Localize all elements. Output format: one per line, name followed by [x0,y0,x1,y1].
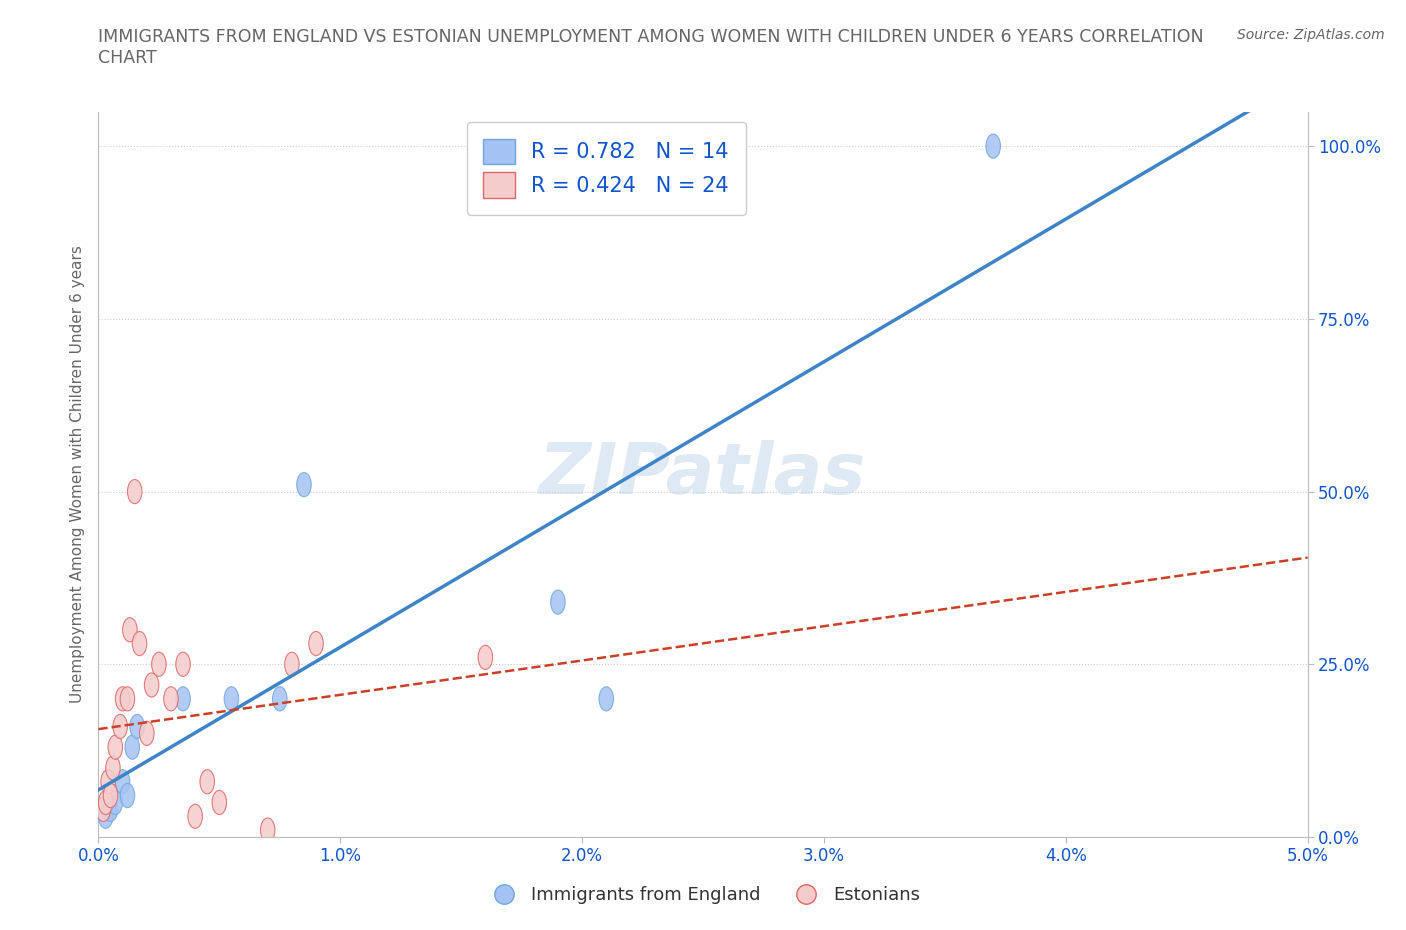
Ellipse shape [176,686,190,711]
Ellipse shape [103,783,118,807]
Ellipse shape [986,134,1001,158]
Ellipse shape [129,714,145,738]
Ellipse shape [115,686,129,711]
Ellipse shape [200,770,215,794]
Text: ZIPatlas: ZIPatlas [540,440,866,509]
Y-axis label: Unemployment Among Women with Children Under 6 years: Unemployment Among Women with Children U… [69,246,84,703]
Ellipse shape [551,590,565,614]
Text: Source: ZipAtlas.com: Source: ZipAtlas.com [1237,28,1385,42]
Ellipse shape [101,770,115,794]
Ellipse shape [152,652,166,676]
Legend: R = 0.782   N = 14, R = 0.424   N = 24: R = 0.782 N = 14, R = 0.424 N = 24 [467,122,745,215]
Ellipse shape [139,722,155,746]
Ellipse shape [128,480,142,504]
Ellipse shape [212,790,226,815]
Ellipse shape [599,686,613,711]
Ellipse shape [224,686,239,711]
Ellipse shape [145,673,159,698]
Ellipse shape [112,714,128,738]
Ellipse shape [120,783,135,807]
Ellipse shape [120,686,135,711]
Ellipse shape [103,797,118,821]
Ellipse shape [478,645,492,670]
Ellipse shape [125,735,139,759]
Ellipse shape [260,818,276,843]
Ellipse shape [98,790,112,815]
Ellipse shape [105,756,120,780]
Ellipse shape [309,631,323,656]
Ellipse shape [98,804,112,829]
Legend: Immigrants from England, Estonians: Immigrants from England, Estonians [479,879,927,911]
Ellipse shape [96,797,111,821]
Ellipse shape [297,472,311,497]
Ellipse shape [284,652,299,676]
Ellipse shape [163,686,179,711]
Ellipse shape [108,735,122,759]
Text: IMMIGRANTS FROM ENGLAND VS ESTONIAN UNEMPLOYMENT AMONG WOMEN WITH CHILDREN UNDER: IMMIGRANTS FROM ENGLAND VS ESTONIAN UNEM… [98,28,1204,67]
Ellipse shape [132,631,146,656]
Ellipse shape [122,618,138,642]
Ellipse shape [188,804,202,829]
Ellipse shape [176,652,190,676]
Ellipse shape [115,770,129,794]
Ellipse shape [273,686,287,711]
Ellipse shape [108,790,122,815]
